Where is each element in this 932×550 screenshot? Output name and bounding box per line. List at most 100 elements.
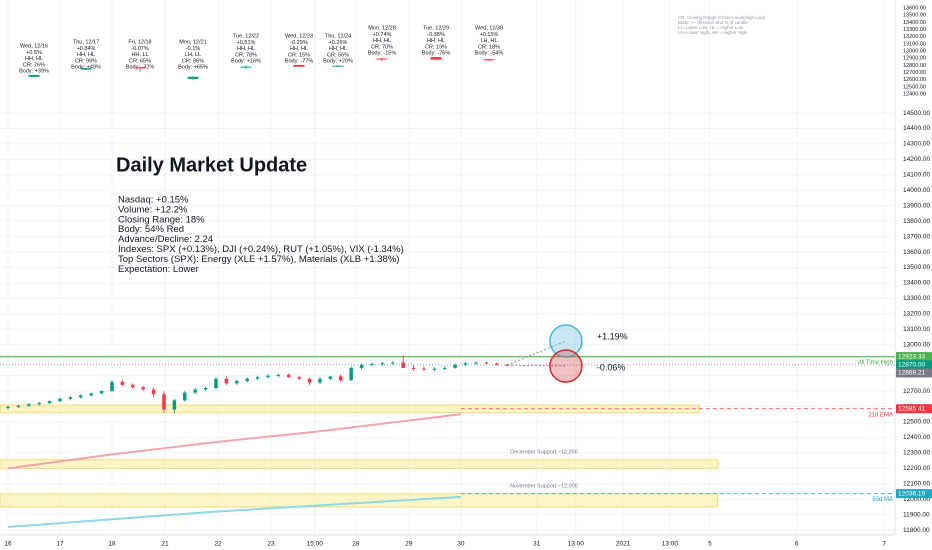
day-summary: Body: +39% bbox=[19, 69, 49, 75]
projection-path bbox=[507, 364, 566, 367]
candle-body bbox=[422, 368, 426, 370]
candle-body bbox=[297, 377, 301, 379]
candle-body bbox=[332, 65, 344, 67]
y-tick-label: 13400.00 bbox=[903, 280, 930, 287]
candle-body bbox=[187, 76, 199, 79]
day-summary: Tue, 12/29 bbox=[423, 25, 449, 31]
legend-note: CR: Closing Range (Close-Low)/(High-Low) bbox=[678, 15, 766, 20]
day-summary: Thu, 12/24 bbox=[325, 33, 351, 39]
y-tick-label: 12500.00 bbox=[903, 419, 930, 426]
candle-body bbox=[151, 389, 156, 395]
candle-body bbox=[307, 378, 312, 383]
x-tick-label: 13:00 bbox=[662, 541, 679, 548]
note-line: Top Sectors (SPX): Energy (XLE +1.57%), … bbox=[118, 254, 399, 265]
day-summary: +0.51% bbox=[237, 40, 256, 46]
candle-body bbox=[411, 367, 416, 369]
note-line: Volume: +12.2% bbox=[118, 204, 188, 215]
day-summary: -0.38% bbox=[427, 32, 445, 38]
candle-body bbox=[120, 381, 125, 385]
day-summary: Mon, 12/21 bbox=[179, 39, 207, 45]
candle-body bbox=[318, 378, 322, 383]
day-summary: -0.07% bbox=[131, 46, 149, 52]
price-label-box bbox=[896, 404, 932, 414]
x-tick-label: 29 bbox=[405, 541, 413, 548]
projection-label: -0.06% bbox=[597, 362, 626, 372]
candle-body bbox=[162, 394, 166, 410]
note-line: Body: 54% Red bbox=[118, 224, 184, 235]
candle-body bbox=[68, 397, 73, 399]
price-label: 12585.41 bbox=[898, 406, 925, 413]
candle-body bbox=[494, 363, 499, 365]
candle-body bbox=[359, 364, 364, 368]
x-tick-label: 7 bbox=[882, 541, 886, 548]
price-label: 12036.19 bbox=[898, 490, 925, 497]
y-tick-label: 12200.00 bbox=[903, 465, 930, 472]
day-summary: HH, HL bbox=[427, 38, 445, 44]
mini-y-tick-label: 12500.00 bbox=[903, 84, 926, 90]
candle-body bbox=[380, 363, 385, 365]
day-summary: CR: 15% bbox=[288, 52, 310, 58]
level-text: All Time High bbox=[858, 360, 893, 366]
day-summary: -0.1% bbox=[186, 46, 200, 52]
moving-average bbox=[7, 495, 461, 529]
candle-body bbox=[235, 381, 239, 384]
candle-body bbox=[99, 391, 104, 394]
day-summary: CR: 56% bbox=[327, 52, 349, 58]
mini-y-tick-label: 13500.00 bbox=[903, 13, 926, 19]
day-summary: Tue, 12/22 bbox=[233, 33, 259, 39]
note-line: Indexes: SPX (+0.13%), DJI (+0.24%), RUT… bbox=[118, 244, 404, 255]
candle-body bbox=[484, 362, 489, 364]
day-summary: +0.84% bbox=[77, 46, 96, 52]
y-tick-label: 14100.00 bbox=[903, 172, 930, 179]
day-summary: CR: 96% bbox=[182, 58, 204, 64]
support-zone bbox=[0, 493, 719, 508]
candle-body bbox=[183, 392, 187, 401]
projection-circle bbox=[549, 349, 583, 383]
candle-body bbox=[370, 364, 374, 366]
day-summary: Body: +16% bbox=[231, 59, 261, 65]
y-tick-label: 12300.00 bbox=[903, 450, 930, 457]
y-tick-label: 11900.00 bbox=[903, 511, 930, 518]
candle-body bbox=[37, 403, 41, 405]
mini-y-tick-label: 13100.00 bbox=[903, 41, 926, 47]
price-label: 12869.21 bbox=[898, 370, 925, 377]
candle-body bbox=[58, 398, 62, 402]
candle-body bbox=[245, 378, 249, 382]
candle-body bbox=[6, 406, 10, 409]
price-label: 12870.00 bbox=[898, 362, 925, 369]
day-summary: HH, LL bbox=[131, 52, 148, 58]
day-summary: CR: 19% bbox=[425, 44, 447, 50]
candle-body bbox=[240, 66, 252, 68]
y-tick-label: 14400.00 bbox=[903, 125, 930, 132]
x-tick-label: 22 bbox=[214, 541, 222, 548]
moving-average bbox=[7, 413, 461, 470]
candle-body bbox=[349, 367, 353, 381]
x-tick-label: 23 bbox=[267, 541, 275, 548]
mini-y-tick-label: 12900.00 bbox=[903, 56, 926, 62]
candle-body bbox=[432, 368, 437, 370]
price-label: 12923.33 bbox=[898, 353, 925, 360]
price-label-box bbox=[896, 360, 932, 370]
candle-body bbox=[430, 57, 442, 60]
candle-body bbox=[47, 401, 52, 404]
candle-body bbox=[203, 387, 208, 390]
candle-body bbox=[483, 59, 495, 61]
candle-body bbox=[328, 376, 333, 379]
y-tick-label: 12700.00 bbox=[903, 388, 930, 395]
y-tick-label: 14300.00 bbox=[903, 141, 930, 148]
y-tick-label: 13500.00 bbox=[903, 264, 930, 271]
projection-path bbox=[506, 340, 567, 366]
x-tick-label: 5 bbox=[708, 541, 712, 548]
note-line: Expectation: Lower bbox=[118, 264, 199, 275]
day-summary: CR: 78% bbox=[235, 52, 257, 58]
level-text: 50d MA bbox=[872, 497, 893, 503]
candle-body bbox=[224, 378, 229, 384]
day-summary: +0.74% bbox=[373, 32, 392, 38]
candle-body bbox=[474, 362, 478, 364]
day-summary: HH, HL bbox=[77, 52, 95, 58]
day-summary: HH, HL bbox=[237, 46, 255, 52]
price-label-box bbox=[896, 352, 932, 362]
legend-note: Body: +/- direction and % of candle bbox=[678, 20, 748, 25]
candle-body bbox=[391, 362, 395, 364]
candle-body bbox=[110, 381, 114, 392]
